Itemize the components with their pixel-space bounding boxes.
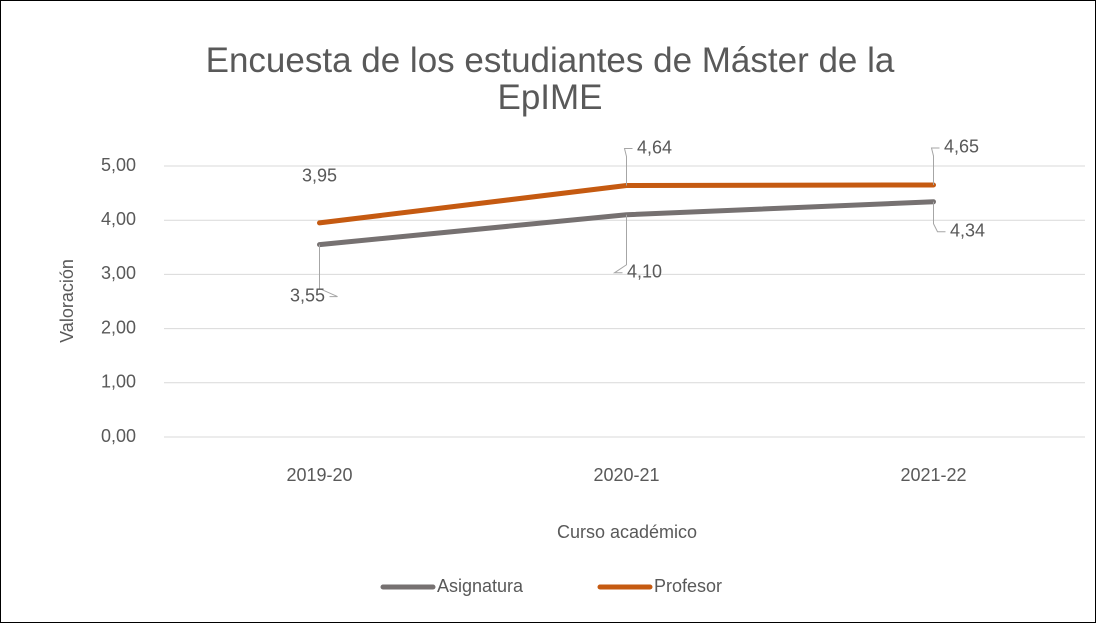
data-label: 3,55 (290, 285, 325, 305)
leader-line (933, 201, 946, 233)
data-label: 4,34 (950, 221, 985, 241)
leader-line (319, 244, 338, 298)
y-tick-label: 0,00 (101, 426, 136, 446)
y-tick-label: 2,00 (101, 317, 136, 337)
chart-title: Encuesta de los estudiantes de Máster de… (205, 41, 895, 117)
y-tick-label: 5,00 (101, 155, 136, 175)
x-tick-label: 2020-21 (593, 465, 659, 485)
y-tick-label: 4,00 (101, 209, 136, 229)
leader-line (623, 148, 633, 186)
data-label: 4,10 (627, 262, 662, 282)
x-tick-label: 2019-20 (286, 465, 352, 485)
leader-line (612, 214, 627, 274)
data-label: 4,65 (944, 137, 979, 157)
leader-line (930, 147, 940, 185)
x-tick-label: 2021-22 (900, 465, 966, 485)
y-tick-label: 1,00 (101, 372, 136, 392)
y-axis-title: Valoración (57, 259, 77, 343)
legend-label: Profesor (654, 576, 722, 596)
legend-label: Asignatura (437, 576, 524, 596)
x-axis-title: Curso académico (557, 522, 697, 542)
data-label: 4,64 (637, 137, 672, 157)
data-label: 3,95 (302, 166, 337, 186)
y-tick-label: 3,00 (101, 263, 136, 283)
